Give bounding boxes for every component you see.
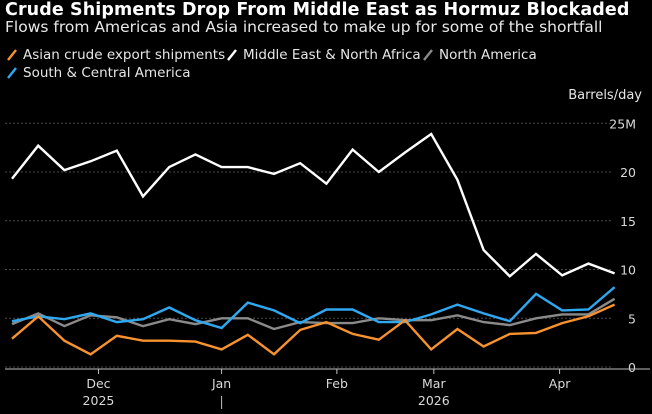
middle-east-line [11, 132, 616, 278]
legend-slash-icon [7, 49, 17, 61]
legend-label: Asian crude export shipments [23, 47, 226, 63]
y-tick-label: 20 [620, 165, 636, 180]
legend-label: North America [439, 47, 537, 63]
legend-swatch-sca [7, 67, 17, 79]
asian-crude-line [11, 303, 616, 356]
x-tick-label: Apr [549, 376, 571, 391]
x-tick-label: Mar [422, 376, 446, 391]
north-america-line [11, 297, 616, 331]
legend-slash-icon [227, 49, 237, 61]
x-year-label: 2025 [83, 393, 115, 408]
south-central-america-line [11, 286, 616, 330]
legend-item-south-central-america: South & Central America [6, 65, 190, 81]
x-tick-label: Dec [86, 376, 110, 391]
legend-swatch-mena [227, 49, 237, 61]
x-tick-label: Jan [211, 376, 231, 391]
legend-slash-icon [423, 49, 433, 61]
legend-slash-icon [7, 67, 17, 79]
y-tick-label: 0 [628, 360, 636, 375]
legend-item-asian-crude: Asian crude export shipments [6, 47, 225, 63]
y-tick-label: 10 [620, 263, 636, 278]
x-tick-label: Feb [326, 376, 348, 391]
y-tick-label: 15 [620, 214, 636, 229]
legend-swatch-na [423, 49, 433, 61]
y-axis-unit-label: Barrels/day [568, 88, 642, 103]
chart-title: Crude Shipments Drop From Middle East as… [5, 0, 630, 20]
legend-swatch-asian [7, 49, 17, 61]
y-tick-label: 25M [609, 116, 636, 131]
legend-item-middle-east: Middle East & North Africa [226, 47, 421, 63]
chart-subtitle: Flows from Americas and Asia increased t… [5, 18, 603, 36]
x-year-label: 2026 [418, 393, 450, 408]
legend-label: Middle East & North Africa [243, 47, 421, 63]
legend-item-north-america: North America [422, 47, 537, 63]
y-tick-label: 5 [628, 311, 636, 326]
legend-label: South & Central America [23, 65, 191, 81]
